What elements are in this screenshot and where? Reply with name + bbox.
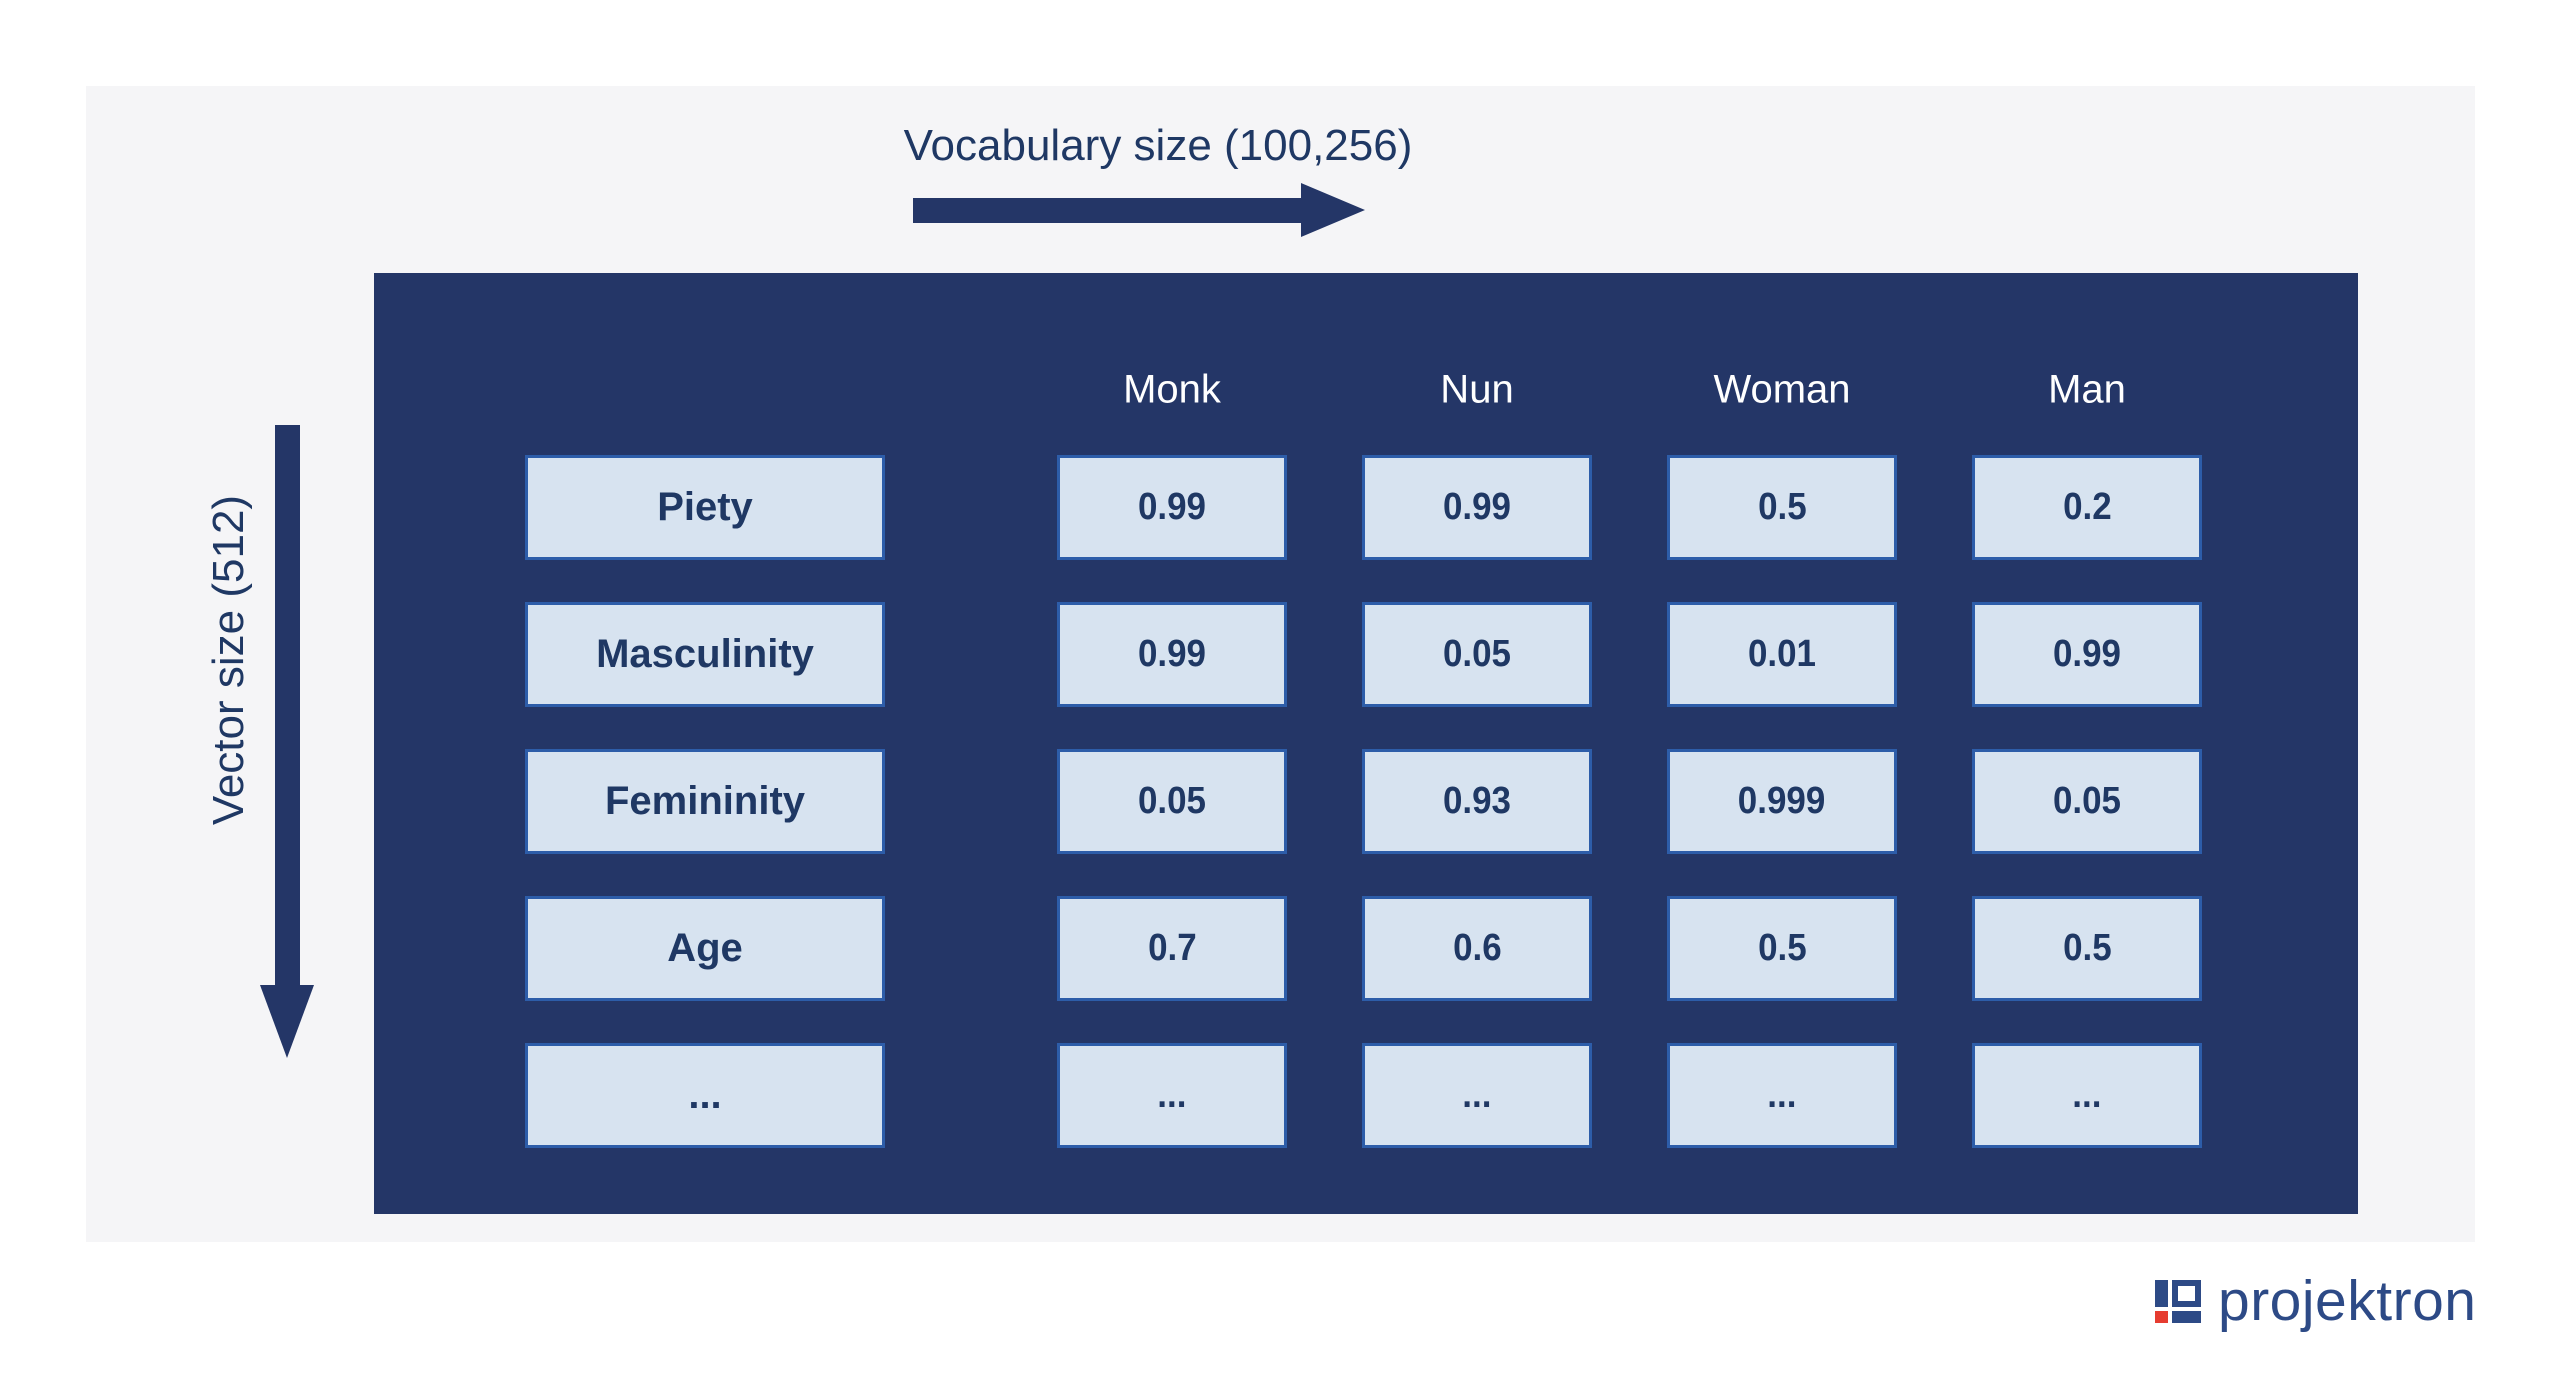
matrix-cell: ... [1057,1043,1287,1148]
logo-square-bottom-left-red [2155,1310,2168,1323]
cell-value: 0.5 [1757,486,1807,528]
matrix-cell: 0.2 [1972,455,2202,560]
projektron-logo-icon [2155,1279,2201,1323]
cell-value: 0.99 [1442,486,1512,528]
matrix-cell: 0.5 [1972,896,2202,1001]
cell-value: 0.99 [1137,486,1207,528]
matrix-cell: 0.5 [1667,455,1897,560]
cell-value: 0.05 [2052,780,2122,822]
matrix-cell: 0.05 [1972,749,2202,854]
cell-value: 0.5 [2062,927,2112,969]
matrix-cell: 0.99 [1057,602,1287,707]
matrix-cell: 0.5 [1667,896,1897,1001]
cell-value: 0.93 [1442,780,1512,822]
matrix-cell: ... [1362,1043,1592,1148]
row-label-ellipsis: ... [525,1043,885,1148]
matrix-cell: 0.01 [1667,602,1897,707]
matrix-cell: 0.93 [1362,749,1592,854]
vocabulary-axis-label: Vocabulary size (100,256) [903,121,1413,170]
column-header-woman: Woman [1713,367,1851,412]
cell-value: 0.05 [1442,633,1512,675]
cell-value: 0.05 [1137,780,1207,822]
matrix-cell: ... [1972,1043,2202,1148]
column-header-monk: Monk [1123,367,1221,412]
row-label-piety: Piety [525,455,885,560]
matrix-cell: 0.05 [1057,749,1287,854]
logo-square-top-left [2155,1279,2168,1307]
cell-value: 0.5 [1757,927,1807,969]
row-label-masculinity: Masculinity [525,602,885,707]
cell-value: 0.2 [2062,486,2112,528]
matrix-cell: 0.7 [1057,896,1287,1001]
matrix-cell: 0.6 [1362,896,1592,1001]
row-label-age: Age [525,896,885,1001]
cell-value: ... [2072,1074,2102,1116]
cell-value: 0.999 [1738,780,1826,822]
matrix-cell: 0.99 [1057,455,1287,560]
projektron-logo: projektron [2155,1268,2476,1334]
cell-value: 0.99 [2052,633,2122,675]
cell-value: ... [1157,1074,1187,1116]
vocabulary-arrow-icon [913,198,1303,223]
column-header-nun: Nun [1440,367,1514,412]
logo-square-top-right [2172,1279,2201,1307]
vector-arrow-head-icon [260,985,314,1058]
row-label-femininity: Femininity [525,749,885,854]
cell-value: 0.7 [1147,927,1197,969]
cell-value: 0.01 [1747,633,1817,675]
logo-square-bottom-right [2172,1310,2201,1323]
vector-axis-label: Vector size (512) [204,494,253,826]
vector-arrow-icon [275,425,300,985]
cell-value: ... [1767,1074,1797,1116]
matrix-cell: 0.999 [1667,749,1897,854]
cell-value: ... [1462,1074,1492,1116]
column-header-man: Man [2048,367,2126,412]
cell-value: 0.99 [1137,633,1207,675]
projektron-logo-text: projektron [2218,1269,2477,1333]
matrix-cell: ... [1667,1043,1897,1148]
matrix-cell: 0.05 [1362,602,1592,707]
vocabulary-arrow-head-icon [1301,183,1365,237]
matrix-cell: 0.99 [1972,602,2202,707]
cell-value: 0.6 [1452,927,1502,969]
embedding-matrix-panel: Monk Nun Woman Man Piety 0.99 0.99 0.5 0… [374,273,2358,1214]
matrix-cell: 0.99 [1362,455,1592,560]
